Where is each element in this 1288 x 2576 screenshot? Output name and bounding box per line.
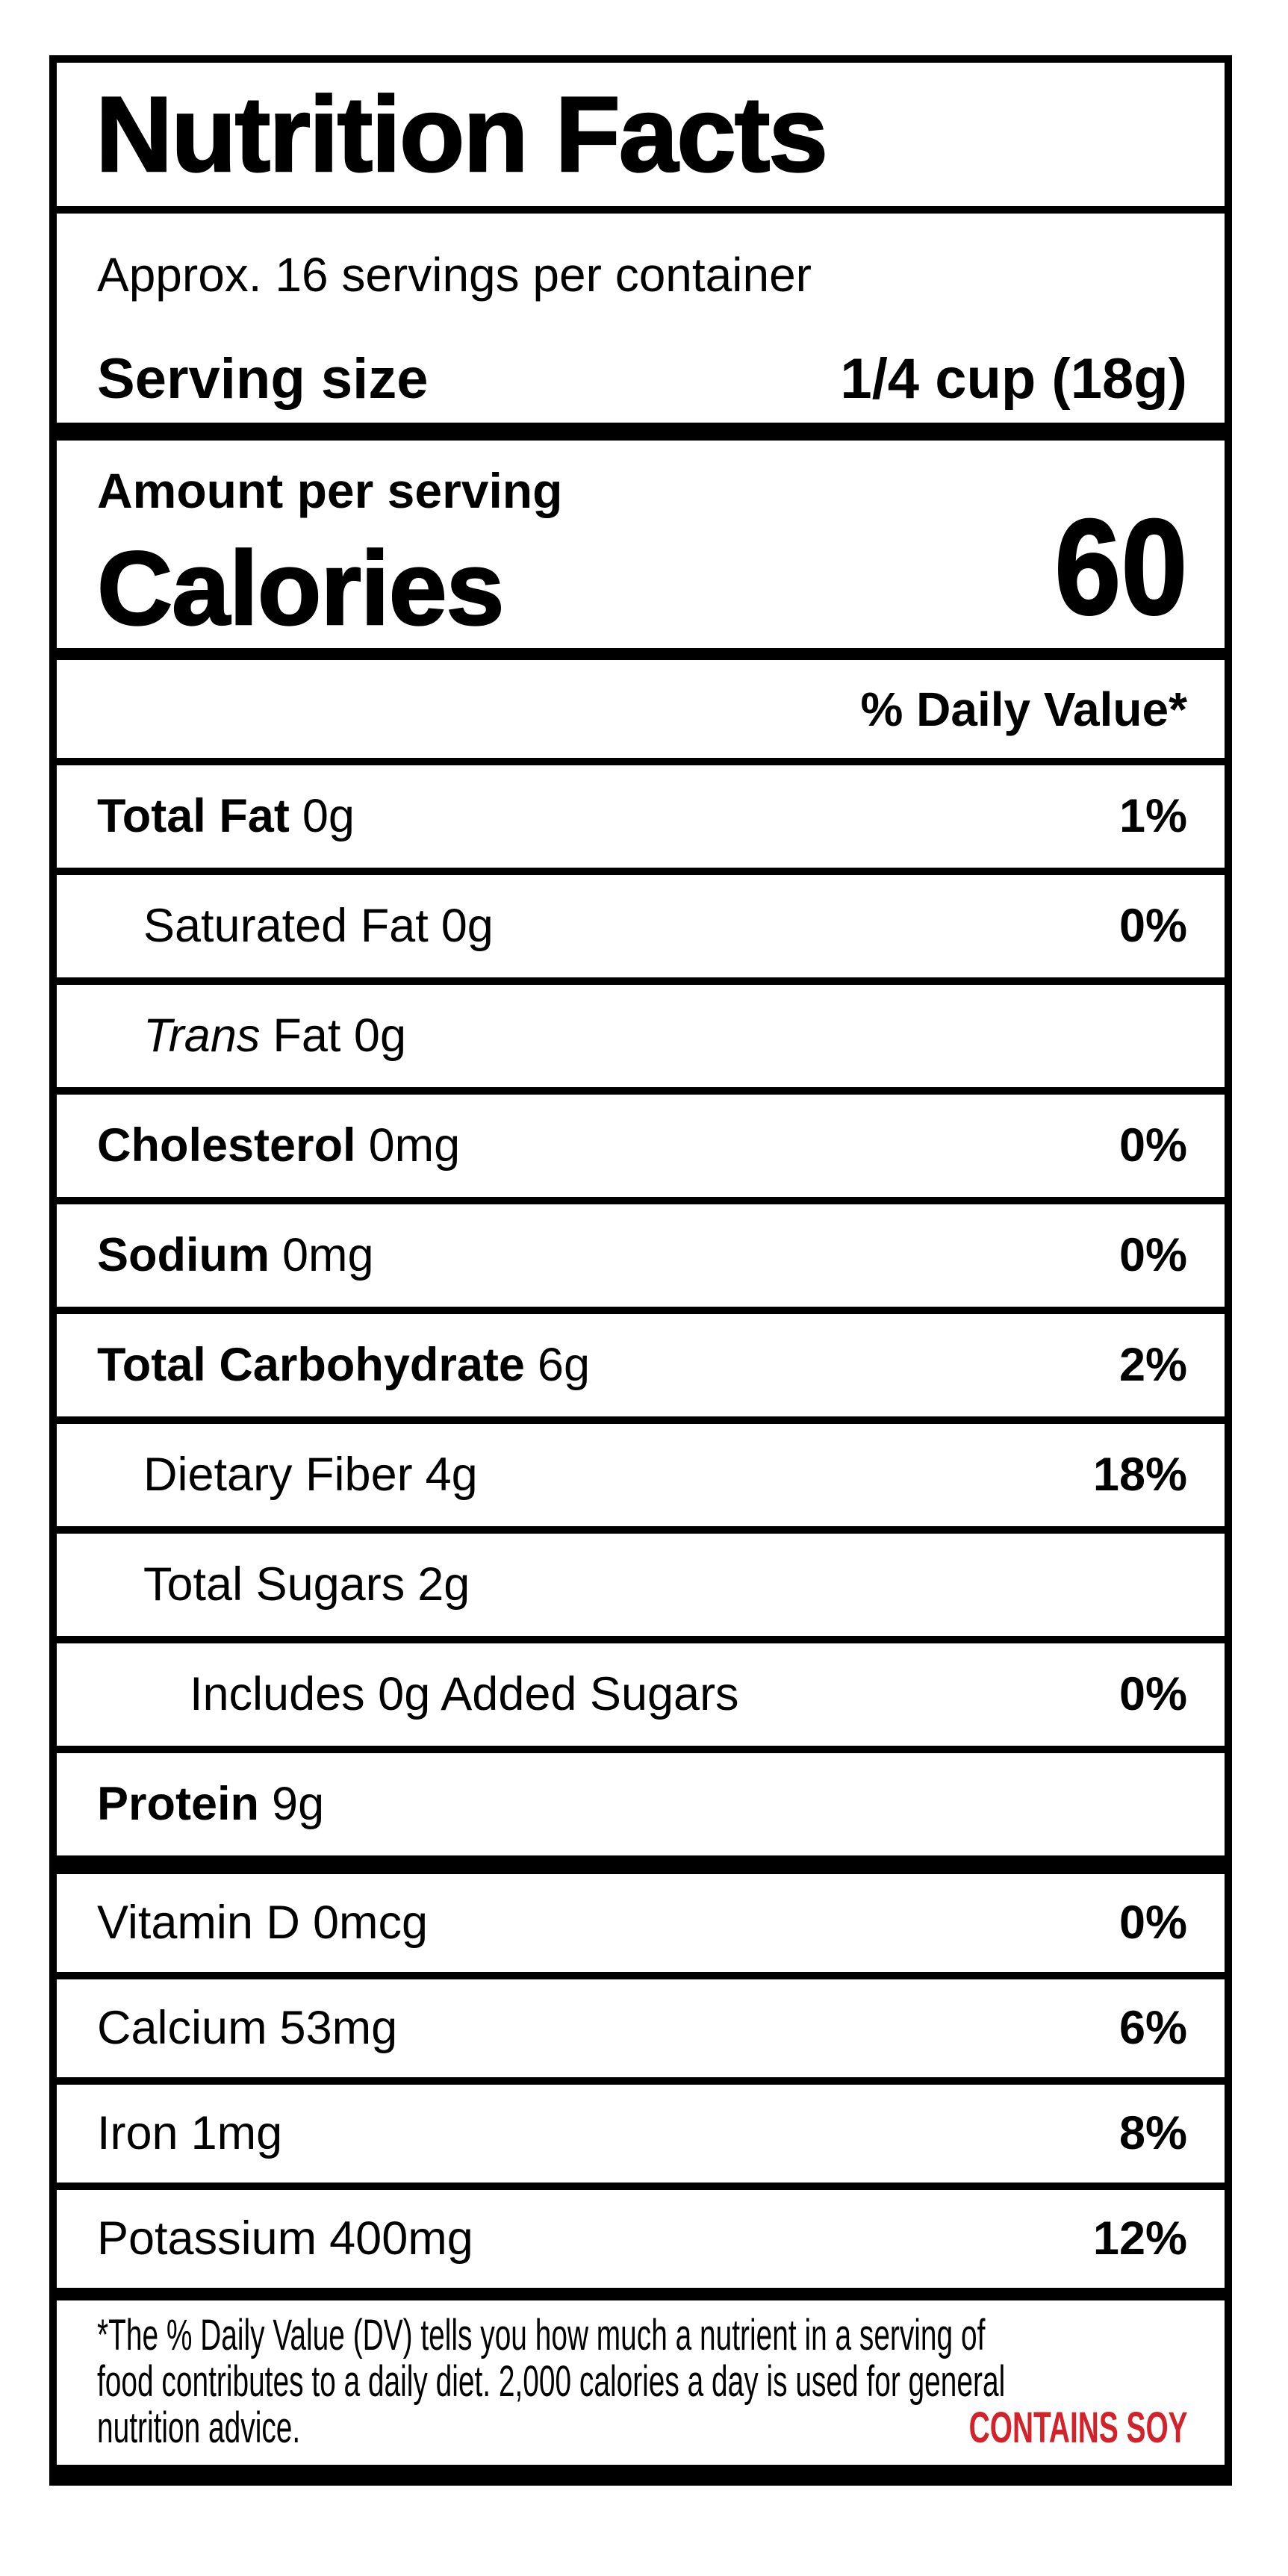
daily-value-header-text: % Daily Value* — [860, 682, 1187, 736]
servings-per-container: Approx. 16 servings per container — [97, 248, 812, 302]
contains-soy-badge: CONTAINS SOY — [968, 2404, 1188, 2452]
nutrient-amount: 0mg — [368, 1119, 461, 1172]
amount-per-serving-label: Amount per serving — [97, 463, 563, 518]
calories-section: Amount per serving Calories 60 — [57, 441, 1225, 648]
nutrition-facts-label: Nutrition Facts Approx. 16 servings per … — [49, 55, 1232, 2486]
nutrient-row-added-sugars: Includes 0g Added Sugars 0% — [57, 1643, 1225, 1753]
footnote-last-line: nutrition advice. CONTAINS SOY — [97, 2405, 1188, 2451]
nutrient-name-bold: Sodium — [97, 1229, 270, 1281]
nutrient-row-saturated-fat: Saturated Fat 0g 0% — [57, 875, 1225, 985]
nutrient-amount: 400mg — [329, 2212, 473, 2265]
nutrient-name: Protein 9g — [97, 1781, 324, 1828]
nutrient-name: Saturated Fat 0g — [97, 903, 494, 950]
nutrient-amount: 2g — [417, 1558, 470, 1611]
nutrient-amount: 0g — [302, 790, 355, 842]
nutrient-name: Dietary Fiber 4g — [97, 1452, 478, 1499]
nutrient-name: Vitamin D 0mcg — [97, 1900, 428, 1947]
daily-value: 0% — [1119, 1229, 1187, 1281]
nutrient-name-text: Total Sugars — [143, 1558, 405, 1611]
daily-value: 1% — [1119, 790, 1187, 842]
nutrient-name: Trans Fat 0g — [97, 1012, 406, 1060]
nutrient-row-total-fat: Total Fat 0g 1% — [57, 765, 1225, 875]
footnote: *The % Daily Value (DV) tells you how mu… — [57, 2300, 1225, 2465]
nutrient-amount: 1mg — [190, 2107, 283, 2159]
nutrient-row-trans-fat: Trans Fat 0g — [57, 985, 1225, 1095]
nutrient-row-dietary-fiber: Dietary Fiber 4g 18% — [57, 1424, 1225, 1534]
nutrient-amount: 9g — [272, 1778, 325, 1830]
vitamin-row-vitamin-d: Vitamin D 0mcg 0% — [57, 1874, 1225, 1979]
serving-size-value: 1/4 cup (18g) — [840, 347, 1187, 411]
nutrient-amount: Fat 0g — [273, 1009, 406, 1062]
nutrient-row-protein: Protein 9g — [57, 1753, 1225, 1855]
daily-value: 18% — [1092, 1449, 1187, 1501]
serving-section: Approx. 16 servings per container Servin… — [57, 214, 1225, 423]
nutrient-amount: 0g — [441, 900, 494, 952]
nutrient-name-text: Calcium — [97, 2002, 267, 2054]
daily-value: 2% — [1119, 1339, 1187, 1391]
nutrient-row-sodium: Sodium 0mg 0% — [57, 1204, 1225, 1314]
daily-value: 0% — [1119, 1668, 1187, 1720]
nutrient-name: Potassium 400mg — [97, 2215, 473, 2262]
title-section: Nutrition Facts — [57, 63, 1225, 214]
nutrient-amount: 4g — [425, 1449, 478, 1501]
daily-value: 0% — [1119, 1119, 1187, 1172]
nutrient-name-text: Dietary Fiber — [143, 1449, 413, 1501]
nutrient-name-text: Vitamin D — [97, 1897, 300, 1949]
calories-value: 60 — [1054, 491, 1188, 643]
nutrient-name: Total Sugars 2g — [97, 1561, 470, 1608]
nutrient-name: Sodium 0mg — [97, 1232, 374, 1279]
vitamin-row-calcium: Calcium 53mg 6% — [57, 1979, 1225, 2085]
footnote-line: nutrition advice. — [97, 2404, 301, 2452]
nutrient-row-total-sugars: Total Sugars 2g — [57, 1534, 1225, 1643]
nutrient-amount: 53mg — [279, 2002, 398, 2054]
footnote-text: *The % Daily Value (DV) tells you how mu… — [97, 2312, 1188, 2451]
nutrient-name-text: Potassium — [97, 2212, 317, 2265]
nutrient-name: Includes 0g Added Sugars — [190, 1668, 739, 1720]
footnote-line: *The % Daily Value (DV) tells you how mu… — [97, 2311, 986, 2359]
serving-size-label: Serving size — [97, 347, 429, 411]
nutrient-name-bold: Cholesterol — [97, 1119, 356, 1172]
section-divider-thick — [57, 1855, 1225, 1874]
nutrient-row-cholesterol: Cholesterol 0mg 0% — [57, 1095, 1225, 1204]
nutrient-name-text: Saturated Fat — [143, 900, 429, 952]
daily-value: 0% — [1119, 900, 1187, 952]
calories-label: Calories — [96, 529, 505, 647]
nutrient-name-bold: Total Carbohydrate — [97, 1339, 525, 1391]
serving-size-row: Serving size 1/4 cup (18g) — [97, 351, 1187, 408]
daily-value: 6% — [1119, 2002, 1187, 2054]
nutrient-name: Total Fat 0g — [97, 793, 355, 840]
vitamin-row-potassium: Potassium 400mg 12% — [57, 2190, 1225, 2288]
footnote-line: food contributes to a daily diet. 2,000 … — [97, 2357, 1006, 2406]
nutrient-amount: 6g — [537, 1339, 590, 1391]
nutrient-name-text: Iron — [97, 2107, 178, 2159]
calories-left-column: Amount per serving Calories — [96, 463, 563, 647]
nutrient-name: Calcium 53mg — [97, 2005, 397, 2052]
nutrient-name-bold: Protein — [97, 1778, 260, 1830]
nutrient-name: Iron 1mg — [97, 2110, 282, 2157]
section-divider-medium — [57, 648, 1225, 660]
label-title: Nutrition Facts — [95, 75, 829, 194]
daily-value: 0% — [1119, 1897, 1187, 1949]
nutrient-amount: 0mcg — [312, 1897, 428, 1949]
nutrient-amount: 0mg — [282, 1229, 374, 1281]
nutrient-name: Cholesterol 0mg — [97, 1122, 460, 1169]
nutrient-name-bold: Total Fat — [97, 790, 290, 842]
nutrient-name: Total Carbohydrate 6g — [97, 1342, 590, 1389]
nutrient-row-total-carbohydrate: Total Carbohydrate 6g 2% — [57, 1314, 1225, 1424]
section-divider-footnote — [57, 2288, 1225, 2300]
nutrient-name-italic: Trans — [143, 1009, 261, 1062]
daily-value: 12% — [1092, 2212, 1187, 2265]
section-divider-thick — [57, 423, 1225, 441]
daily-value: 8% — [1119, 2107, 1187, 2159]
daily-value-header: % Daily Value* — [57, 660, 1225, 765]
vitamin-row-iron: Iron 1mg 8% — [57, 2085, 1225, 2190]
